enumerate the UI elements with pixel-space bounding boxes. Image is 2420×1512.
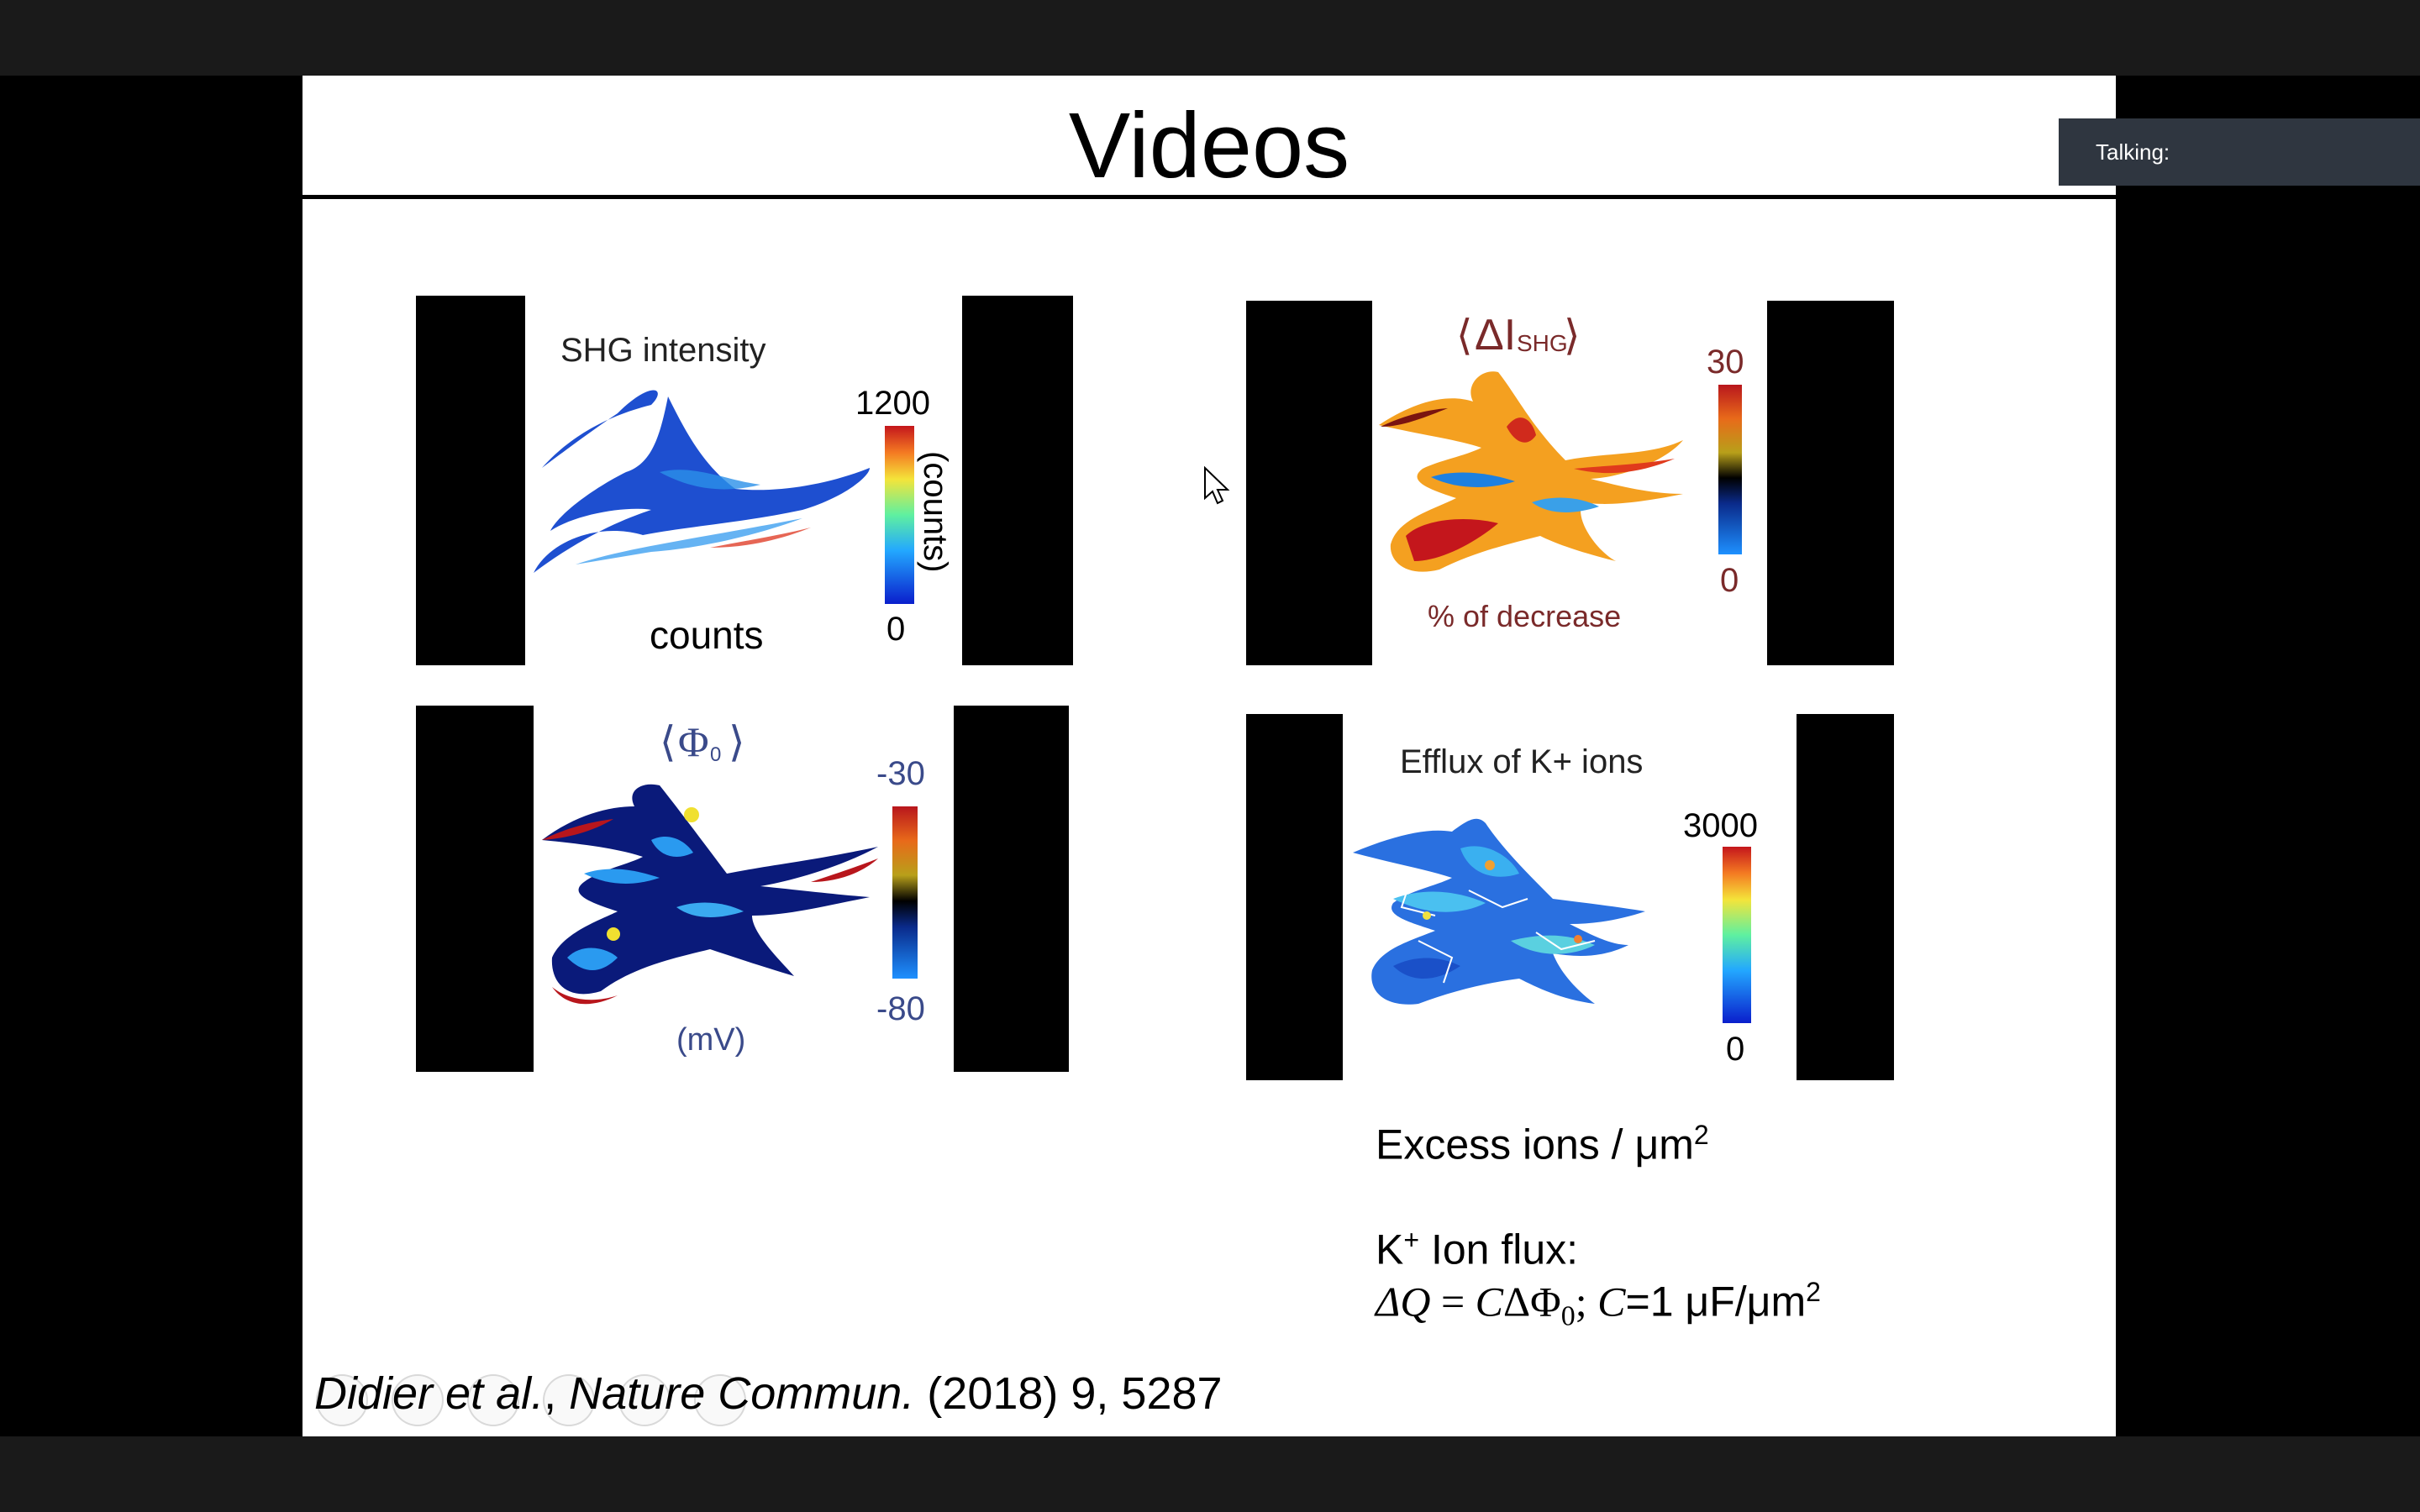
shg-scale-min: 0 — [886, 611, 905, 648]
eq-semicolon: ; — [1575, 1278, 1598, 1326]
toolbar-button-6[interactable] — [694, 1374, 746, 1426]
efflux-scale-min: 0 — [1726, 1031, 1744, 1068]
phi-scale-max: -30 — [876, 755, 925, 792]
top-bar — [0, 0, 2420, 76]
cell-shape — [1353, 818, 1645, 1005]
toolbar-button-3[interactable] — [467, 1374, 519, 1426]
delta-bracket-close: ⟩ — [1564, 312, 1581, 359]
eq-c2: C — [1597, 1278, 1626, 1326]
video-phi0[interactable]: ⟨ Φ 0 ⟩ -30 -80 (mV) — [416, 706, 1069, 1072]
slide-nav-toolbar — [316, 1374, 746, 1426]
shg-colorbar — [885, 426, 914, 604]
mouse-cursor-icon — [1204, 466, 1230, 505]
shg-side-label: (counts) — [917, 451, 954, 573]
phi-bracket-open: ⟨ — [660, 718, 676, 765]
video-shg-intensity[interactable]: SHG intensity 1200 0 counts (counts) — [416, 296, 1073, 665]
eq-delta-q: ΔQ — [1376, 1278, 1431, 1326]
slide-title: Videos — [1068, 94, 1350, 197]
efflux-colorbar — [1723, 847, 1751, 1023]
eq-c-value: =1 μF/μm — [1625, 1278, 1807, 1326]
citation: Didier et al., Nature Commun. (2018) 9, … — [314, 1368, 1223, 1420]
excess-ions-text: Excess ions / μm — [1376, 1121, 1694, 1168]
bottom-bar — [0, 1436, 2420, 1512]
delta-title-sub: SHG — [1517, 330, 1568, 356]
excess-ions-caption: Excess ions / μm2 — [1376, 1120, 1709, 1169]
eq-equals: = — [1430, 1278, 1476, 1326]
shared-slide: Videos SHG intensity 1200 0 — [302, 76, 2116, 1436]
talking-indicator: Talking: — [2059, 118, 2420, 186]
delta-bracket-open: ⟨ — [1456, 312, 1473, 359]
ion-flux-label: K+ Ion flux: — [1376, 1225, 1578, 1274]
efflux-title: Efflux of K+ ions — [1400, 743, 1643, 780]
shg-bottom-label: counts — [650, 613, 764, 657]
video-k-efflux[interactable]: Efflux of K+ ions 3000 0 — [1246, 714, 1894, 1080]
phi-bracket-close: ⟩ — [729, 718, 745, 765]
citation-details: (2018) 9, 5287 — [914, 1368, 1223, 1419]
k-efflux-image: Efflux of K+ ions 3000 0 — [1353, 743, 1758, 1068]
toolbar-button-4[interactable] — [543, 1374, 595, 1426]
flux-rest: Ion flux: — [1419, 1226, 1579, 1273]
phi-scale-min: -80 — [876, 990, 925, 1027]
shg-title: SHG intensity — [560, 332, 766, 369]
phi-title: Φ — [678, 718, 709, 765]
flux-k: K — [1376, 1226, 1404, 1273]
eq-delta-phi: ΔΦ — [1503, 1278, 1561, 1326]
eq-c: C — [1475, 1278, 1504, 1326]
efflux-scale-max: 3000 — [1683, 807, 1758, 844]
toolbar-button-1[interactable] — [316, 1374, 368, 1426]
excess-ions-sup: 2 — [1693, 1120, 1709, 1150]
shg-intensity-image: SHG intensity 1200 0 counts (counts) — [534, 332, 954, 657]
toolbar-button-5[interactable] — [618, 1374, 671, 1426]
phi-title-sub: 0 — [710, 743, 721, 766]
citation-authors: Didier et al. — [314, 1368, 544, 1419]
title-divider — [302, 195, 2116, 199]
toolbar-button-2[interactable] — [392, 1374, 444, 1426]
delta-colorbar — [1718, 385, 1742, 554]
video-delta-shg[interactable]: ⟨ ΔI SHG ⟩ 30 0 % of decrease — [1246, 301, 1894, 665]
ion-flux-equation: ΔQ = CΔΦ0; C=1 μF/μm2 — [1376, 1277, 1821, 1333]
citation-separator: , — [544, 1368, 570, 1419]
citation-journal: Nature Commun. — [569, 1368, 915, 1419]
phi0-colorbar — [892, 806, 918, 979]
delta-scale-min: 0 — [1720, 562, 1739, 599]
delta-title: ΔI — [1475, 311, 1516, 360]
shg-scale-max: 1200 — [855, 385, 930, 422]
cell-shape — [542, 784, 878, 995]
delta-scale-max: 30 — [1707, 344, 1744, 381]
delta-bottom-label: % of decrease — [1428, 599, 1621, 633]
delta-shg-image: ⟨ ΔI SHG ⟩ 30 0 % of decrease — [1379, 311, 1744, 633]
flux-k-sup: + — [1403, 1225, 1420, 1255]
talking-label: Talking: — [2096, 139, 2170, 165]
eq-c-value-sup: 2 — [1806, 1277, 1821, 1307]
phi-bottom-label: (mV) — [676, 1022, 745, 1058]
eq-phi-sub: 0 — [1560, 1300, 1576, 1332]
phi0-image: ⟨ Φ 0 ⟩ -30 -80 (mV) — [542, 718, 925, 1058]
